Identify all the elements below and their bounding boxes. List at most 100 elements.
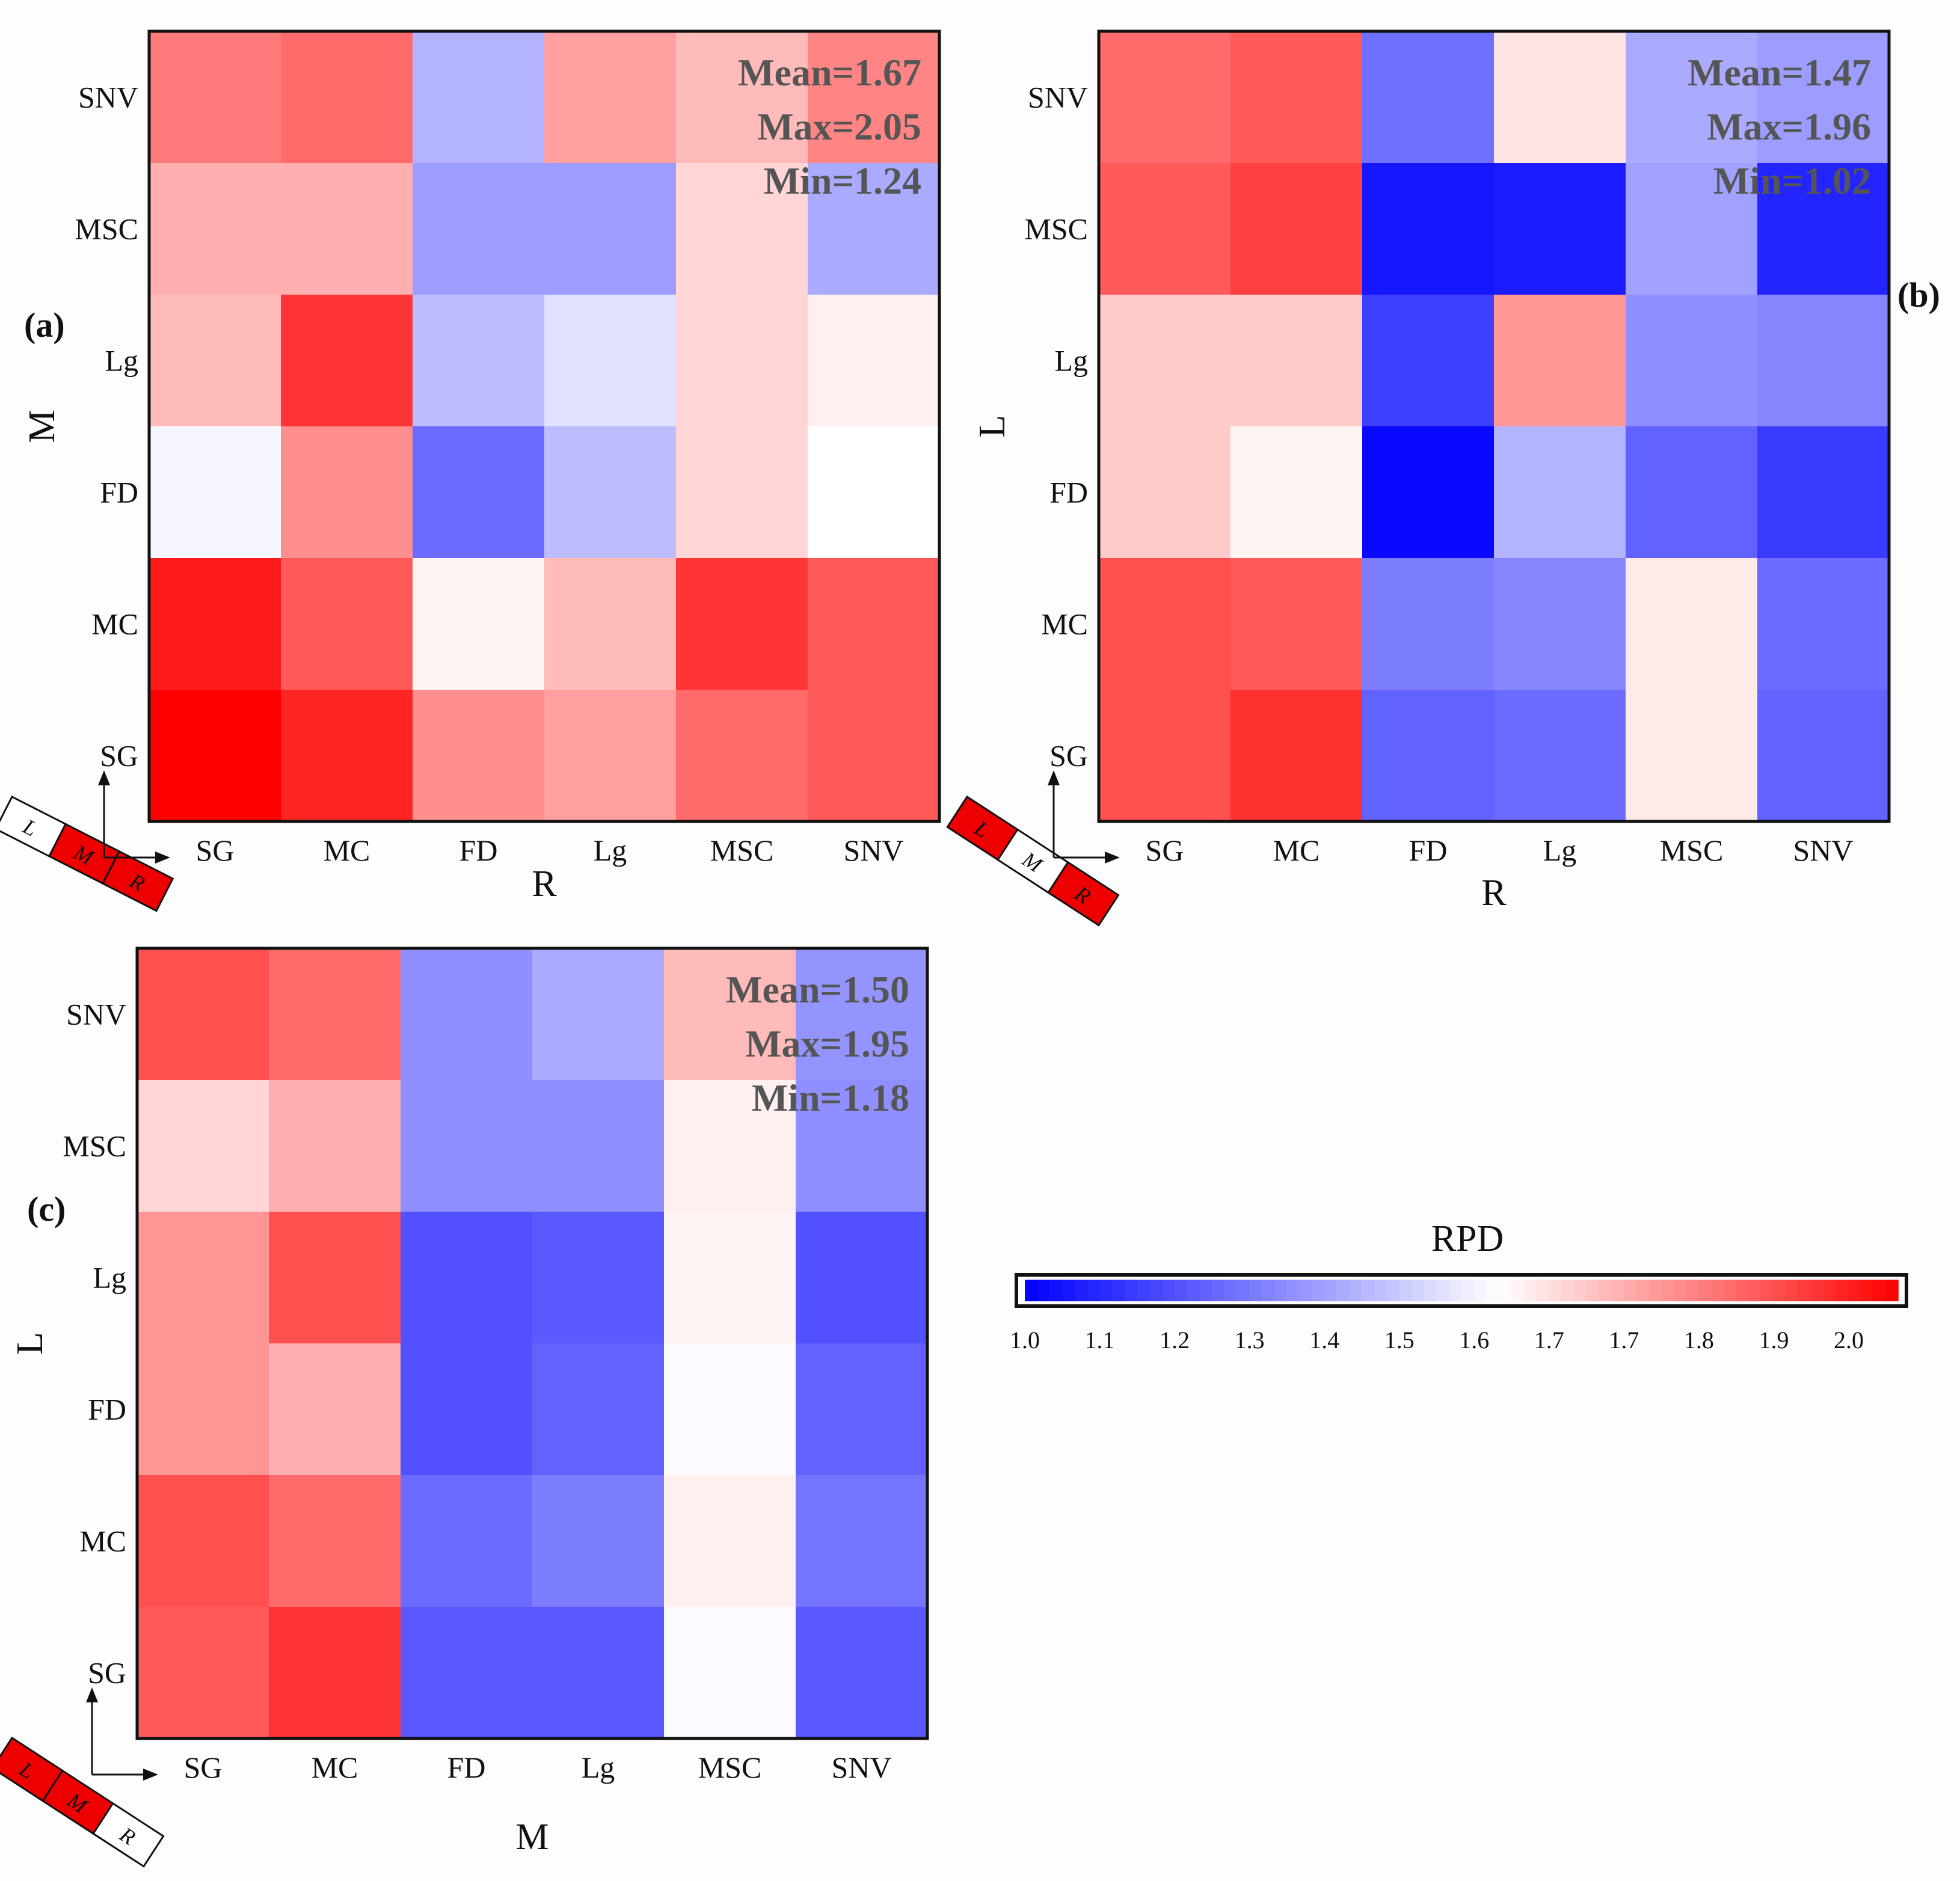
colorbar-frame [1015,1273,1908,1308]
heatmap-cell [281,690,413,822]
heatmap-cell [269,1343,401,1476]
colorbar-swatch [1611,1280,1624,1301]
heatmap-cell [808,558,940,690]
colorbar-swatch [1885,1280,1899,1301]
colorbar-swatch [1149,1280,1163,1301]
heatmap-cell [808,295,940,427]
heatmap-cell [532,948,665,1081]
heatmap-cell [1099,558,1231,690]
heatmap-cell [137,1607,269,1739]
heatmap-cell [544,558,677,690]
colorbar-swatch [1511,1280,1525,1301]
colorbar-swatch [1660,1280,1674,1301]
y-tick-label: SG [100,739,138,773]
heatmap-cell [1362,31,1495,164]
colorbar-swatch [1324,1280,1338,1301]
x-tick-label: SG [184,1751,223,1784]
heatmap-cell [1230,163,1363,295]
colorbar-swatch [1436,1280,1450,1301]
colorbar-swatch [1473,1280,1487,1301]
heatmap-cell [401,1475,533,1607]
colorbar-swatch [1773,1280,1787,1301]
heatmap-cell [664,1607,796,1739]
heatmap-cell [796,1475,928,1607]
axes-arrows-icon [98,770,170,864]
heatmap-cell [401,1212,533,1344]
heatmap-cell [808,426,940,559]
colorbar-swatch [1274,1280,1288,1301]
colorbar-swatch [1424,1280,1437,1301]
heatmap-cell [137,948,269,1081]
heatmap-cell [1626,163,1758,295]
heatmap-cell [676,163,808,295]
heatmap-cell [281,426,413,559]
heatmap-cell [544,690,677,822]
heatmap-cell [796,1343,928,1476]
colorbar-swatch [1187,1280,1200,1301]
stat-annotation: Min=1.18 [752,1076,909,1119]
heatmap-cell [1626,690,1758,822]
heatmap-cell [676,295,808,427]
x-tick-label: SNV [1793,833,1853,867]
heatmap-cell [1099,426,1231,559]
heatmap-cell [401,1607,533,1739]
heatmap-cell [149,295,281,427]
heatmap-cell [413,690,545,822]
colorbar-swatch [1062,1280,1075,1301]
stat-annotation: Max=2.05 [757,105,921,148]
colorbar-title: RPD [1431,1218,1504,1259]
colorbar-swatch [1374,1280,1387,1301]
heatmap-cell [664,1343,796,1476]
segment-schematic: LMR [0,795,174,912]
x-tick-label: MSC [1660,833,1724,867]
colorbar-swatch [1299,1280,1312,1301]
panel-label: (c) [27,1189,66,1229]
heatmap-cell [413,163,545,295]
colorbar-swatch [1748,1280,1762,1301]
heatmap-cell [1362,295,1495,427]
colorbar-tick-label: 1.7 [1534,1327,1564,1354]
colorbar-swatch [1798,1280,1811,1301]
heatmap-cell [1362,690,1495,822]
heatmap-cell [1230,31,1363,164]
heatmap-cell [1494,163,1626,295]
panel-label: (a) [24,305,65,345]
heatmap-cell [1494,295,1626,427]
stat-annotation: Mean=1.50 [726,968,909,1011]
y-tick-label: MSC [75,212,138,246]
x-tick-label: SNV [831,1751,891,1784]
stat-annotation: Mean=1.47 [1688,51,1871,94]
colorbar-swatch [1449,1280,1462,1301]
colorbar-tick-label: 1.6 [1459,1327,1489,1354]
heatmap-cell [808,690,940,822]
colorbar-swatch [1723,1280,1737,1301]
heatmap-cell [281,31,413,164]
x-tick-label: SNV [843,833,903,867]
heatmap-cell [1494,558,1626,690]
colorbar-swatch [1224,1280,1238,1301]
heatmap-cell [544,31,677,164]
heatmap-cell [544,426,677,559]
x-tick-label: Lg [1543,833,1577,867]
heatmap-cell [532,1475,665,1607]
heatmap-cell [413,31,545,164]
colorbar-swatch [1461,1280,1475,1301]
colorbar-swatch [1873,1280,1887,1301]
heatmap-cell [796,1212,928,1344]
x-tick-label: SG [1146,833,1184,867]
heatmap-cell [149,558,281,690]
colorbar-swatch [1648,1280,1662,1301]
stat-annotation: Min=1.24 [764,159,921,202]
heatmap-cell [1230,558,1363,690]
x-tick-label: FD [447,1751,486,1784]
heatmap-panel-1: SNV MSC Lg FD MC SG SG MC FD Lg MSC SNV R M (a) Mean=1.… [0,29,941,912]
heatmap-cell [1494,690,1626,822]
colorbar-tick-label: 1.2 [1160,1327,1190,1354]
stat-annotation: Max=1.96 [1707,105,1871,148]
colorbar-swatch [1686,1280,1699,1301]
colorbar-tick-label: 1.4 [1309,1327,1339,1354]
x-axis-title: R [532,864,557,904]
heatmap-cell [1494,31,1626,164]
y-tick-label: FD [100,476,138,509]
